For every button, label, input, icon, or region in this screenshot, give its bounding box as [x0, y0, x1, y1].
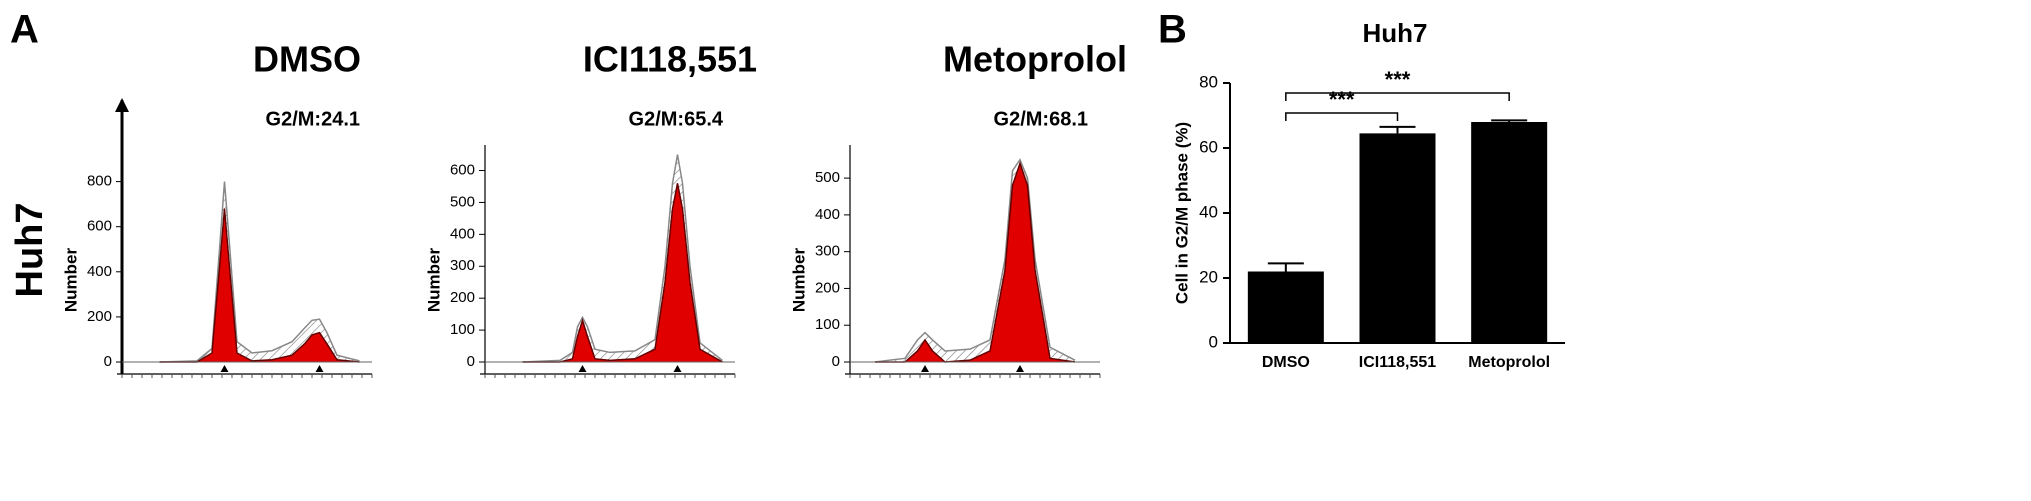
peak-marker: [315, 365, 324, 372]
y-tick-label: 100: [450, 321, 475, 338]
y-axis-label: Cell in G2/M phase (%): [1172, 122, 1191, 304]
y-tick-label: 300: [450, 257, 475, 274]
x-tick-label: Metoprolol: [1468, 354, 1550, 371]
y-tick-label: 100: [815, 316, 840, 333]
significance-label: ***: [1329, 87, 1355, 112]
y-tick-label: 500: [815, 169, 840, 186]
peak-marker: [220, 365, 229, 372]
peak-marker: [1016, 365, 1024, 372]
x-tick-label: DMSO: [1262, 354, 1310, 371]
curve: [522, 183, 723, 363]
y-tick-label: 0: [467, 353, 475, 370]
area-fill: [875, 163, 1075, 362]
y-tick-label: 200: [450, 289, 475, 306]
annotation: G2/M:24.1: [266, 108, 360, 130]
annotation: G2/M:68.1: [994, 108, 1088, 130]
y-tick-label: 500: [450, 193, 475, 210]
peak-marker: [673, 365, 682, 372]
y-tick-label: 800: [87, 173, 112, 190]
y-axis-label: Number: [424, 248, 443, 313]
row-label: Huh7: [9, 203, 51, 298]
curve: [874, 158, 1076, 363]
y-tick-label: 80: [1199, 72, 1218, 91]
y-tick-label: 20: [1199, 267, 1218, 286]
y-tick-label: 0: [1209, 332, 1218, 351]
y-tick-label: 40: [1199, 202, 1218, 221]
bar: [1247, 271, 1324, 343]
y-axis-label: Number: [789, 248, 808, 313]
y-tick-label: 400: [815, 206, 840, 223]
y-tick-label: 300: [815, 243, 840, 260]
significance-bracket: [1285, 112, 1399, 121]
y-tick-label: 60: [1199, 137, 1218, 156]
bar: [1471, 122, 1548, 343]
area-fill: [522, 183, 723, 362]
x-tick-label: ICI118,551: [1359, 354, 1437, 371]
y-tick-label: 400: [87, 263, 112, 280]
panel-label: B: [1158, 8, 1187, 52]
y-tick-label: 200: [87, 308, 112, 325]
panel-title: DMSO: [253, 39, 361, 80]
curve: [159, 208, 360, 363]
area-fill: [159, 181, 360, 362]
curve: [159, 181, 360, 363]
annotation: G2/M:65.4: [629, 108, 724, 130]
peak-marker: [921, 365, 929, 372]
y-tick-label: 600: [450, 161, 475, 178]
chart-title: Huh7: [1363, 18, 1428, 48]
y-tick-label: 0: [104, 353, 112, 370]
curve: [522, 154, 723, 363]
panel-title: ICI118,551: [583, 39, 757, 80]
peak-marker: [578, 365, 587, 372]
significance-bracket: [1285, 92, 1510, 101]
panel-title: Metoprolol: [943, 39, 1127, 80]
y-tick-label: 0: [832, 353, 840, 370]
bar: [1359, 133, 1436, 343]
y-tick-label: 600: [87, 218, 112, 235]
y-axis-label: Number: [61, 248, 80, 313]
axis-arrow: [115, 98, 129, 112]
y-tick-label: 400: [450, 225, 475, 242]
y-tick-label: 200: [815, 279, 840, 296]
panel-label: A: [10, 8, 39, 52]
significance-label: ***: [1385, 67, 1411, 92]
curve: [875, 161, 1076, 363]
